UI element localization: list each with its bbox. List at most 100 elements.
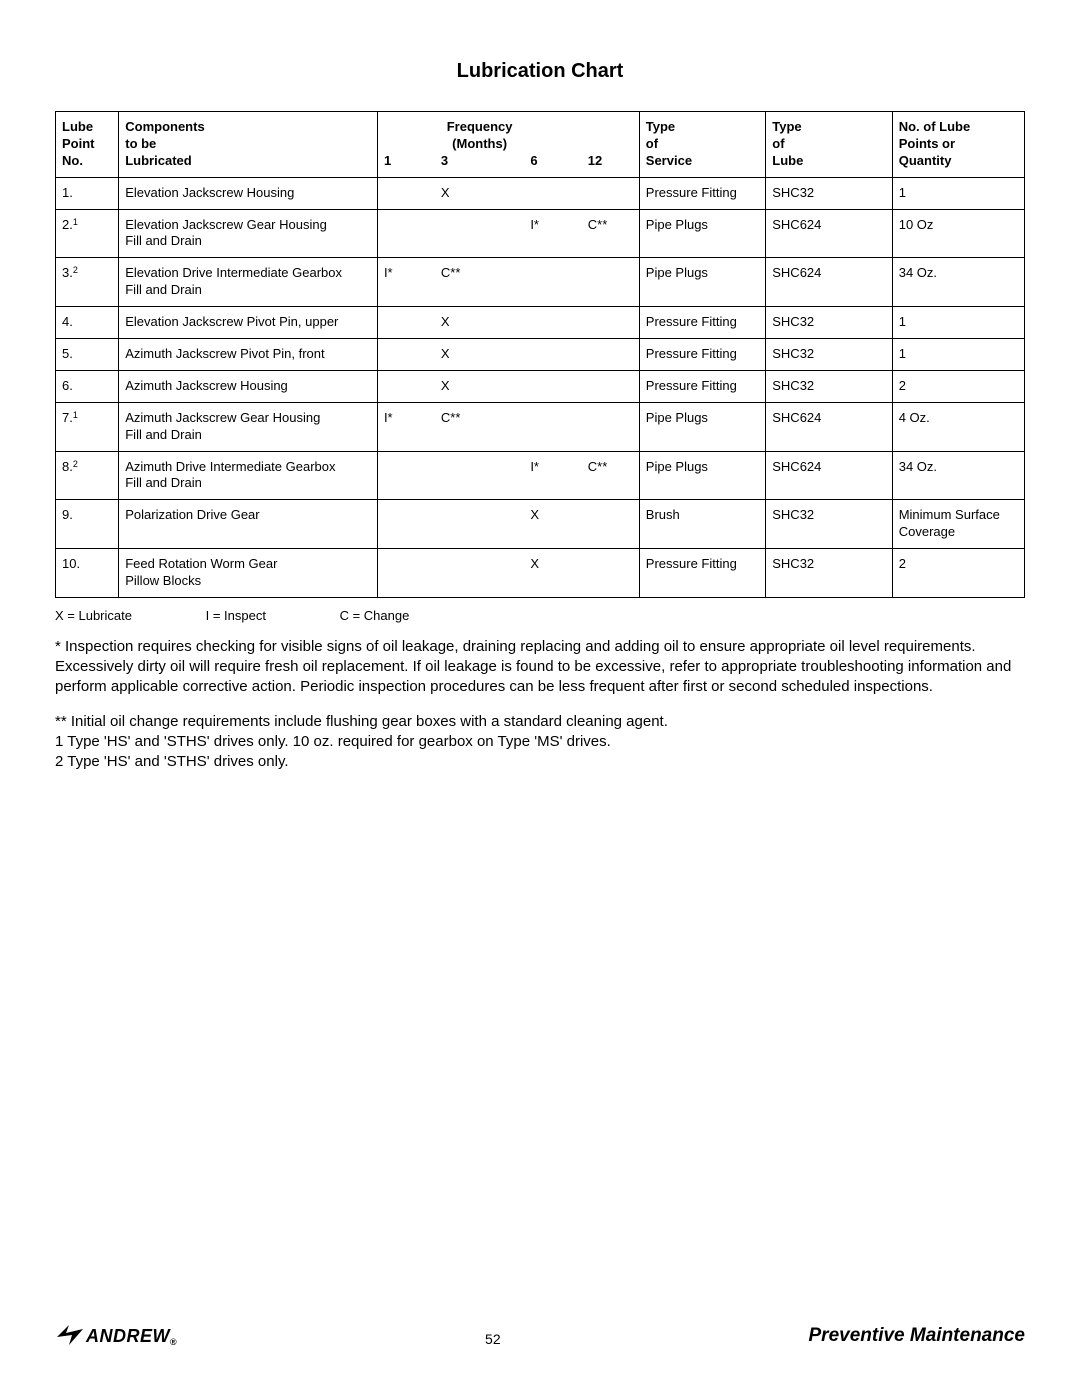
cell-freq-f3: C**: [435, 402, 524, 451]
cell-freq-f6: X: [524, 549, 581, 598]
table-row: 7.1Azimuth Jackscrew Gear HousingFill an…: [56, 402, 1025, 451]
table-row: 2.1Elevation Jackscrew Gear HousingFill …: [56, 209, 1025, 258]
cell-freq-f1: [377, 307, 434, 339]
cell-lube: SHC32: [766, 339, 892, 371]
cell-svc: Pipe Plugs: [639, 451, 765, 500]
cell-freq-f3: [435, 209, 524, 258]
cell-component: Elevation Jackscrew Pivot Pin, upper: [119, 307, 378, 339]
cell-freq-f12: C**: [582, 209, 639, 258]
cell-svc: Pressure Fitting: [639, 549, 765, 598]
cell-no: 2.1: [56, 209, 119, 258]
note-2: 2 Type 'HS' and 'STHS' drives only.: [55, 752, 1025, 772]
table-row: 6.Azimuth Jackscrew HousingXPressure Fit…: [56, 370, 1025, 402]
cell-qty: 1: [892, 339, 1024, 371]
cell-freq-f6: [524, 307, 581, 339]
cell-freq-f12: [582, 258, 639, 307]
table-row: 9.Polarization Drive GearXBrushSHC32Mini…: [56, 500, 1025, 549]
header-freq-1: 1: [377, 112, 434, 178]
cell-freq-f12: [582, 549, 639, 598]
cell-freq-f3: X: [435, 307, 524, 339]
cell-freq-f6: I*: [524, 209, 581, 258]
table-row: 8.2Azimuth Drive Intermediate GearboxFil…: [56, 451, 1025, 500]
section-title: Preventive Maintenance: [809, 1325, 1025, 1347]
cell-freq-f1: [377, 177, 434, 209]
cell-freq-f1: [377, 370, 434, 402]
cell-freq-f6: [524, 339, 581, 371]
cell-freq-f1: [377, 451, 434, 500]
cell-no: 8.2: [56, 451, 119, 500]
cell-no: 9.: [56, 500, 119, 549]
page-number: 52: [485, 1331, 501, 1347]
cell-no: 5.: [56, 339, 119, 371]
cell-no: 3.2: [56, 258, 119, 307]
cell-qty: 1: [892, 177, 1024, 209]
cell-qty: 34 Oz.: [892, 451, 1024, 500]
cell-freq-f6: [524, 370, 581, 402]
cell-freq-f1: I*: [377, 258, 434, 307]
cell-freq-f3: [435, 500, 524, 549]
cell-freq-f6: X: [524, 500, 581, 549]
cell-lube: SHC624: [766, 258, 892, 307]
table-row: 3.2Elevation Drive Intermediate GearboxF…: [56, 258, 1025, 307]
header-type-service: Type of Service: [639, 112, 765, 178]
table-row: 1.Elevation Jackscrew Housing X Pressure F…: [56, 177, 1025, 209]
header-quantity: No. of Lube Points or Quantity: [892, 112, 1024, 178]
cell-lube: SHC624: [766, 451, 892, 500]
cell-component: Elevation Jackscrew Housing: [119, 177, 378, 209]
cell-svc: Pipe Plugs: [639, 402, 765, 451]
cell-freq-f3: [435, 549, 524, 598]
header-lube-point-no: Lube Point No.: [56, 112, 119, 178]
cell-no: 1.: [56, 177, 119, 209]
cell-qty: Minimum Surface Coverage: [892, 500, 1024, 549]
legend-i: I = Inspect: [206, 608, 266, 623]
page-title: Lubrication Chart: [55, 60, 1025, 83]
cell-qty: 2: [892, 549, 1024, 598]
cell-lube: SHC32: [766, 370, 892, 402]
cell-qty: 34 Oz.: [892, 258, 1024, 307]
cell-freq-f12: [582, 500, 639, 549]
page-footer: ANDREW® 52 Preventive Maintenance: [55, 1323, 1025, 1347]
note-double-star: ** Initial oil change requirements inclu…: [55, 712, 1025, 732]
cell-component: Azimuth Jackscrew Pivot Pin, front: [119, 339, 378, 371]
cell-no: 6.: [56, 370, 119, 402]
cell-svc: Pipe Plugs: [639, 209, 765, 258]
cell-no: 7.1: [56, 402, 119, 451]
cell-svc: Pressure Fitting: [639, 307, 765, 339]
header-freq-6: 6: [524, 112, 581, 178]
cell-svc: Pipe Plugs: [639, 258, 765, 307]
cell-no: 4.: [56, 307, 119, 339]
cell-component: Azimuth Jackscrew Gear HousingFill and D…: [119, 402, 378, 451]
cell-component: Elevation Drive Intermediate GearboxFill…: [119, 258, 378, 307]
cell-qty: 10 Oz: [892, 209, 1024, 258]
note-star: * Inspection requires checking for visib…: [55, 637, 1025, 698]
cell-freq-f12: [582, 307, 639, 339]
cell-freq-f12: [582, 402, 639, 451]
cell-component: Elevation Jackscrew Gear HousingFill and…: [119, 209, 378, 258]
cell-lube: SHC32: [766, 177, 892, 209]
cell-freq-f12: [582, 370, 639, 402]
note-1: 1 Type 'HS' and 'STHS' drives only. 10 o…: [55, 732, 1025, 752]
cell-qty: 4 Oz.: [892, 402, 1024, 451]
cell-svc: Pressure Fitting: [639, 177, 765, 209]
cell-freq-f3: X: [435, 177, 524, 209]
cell-freq-f1: [377, 500, 434, 549]
table-row: 4.Elevation Jackscrew Pivot Pin, upper X P…: [56, 307, 1025, 339]
notes: * Inspection requires checking for visib…: [55, 637, 1025, 773]
brand-text: ANDREW®: [86, 1326, 177, 1347]
cell-component: Polarization Drive Gear: [119, 500, 378, 549]
cell-freq-f6: [524, 258, 581, 307]
cell-freq-f1: [377, 339, 434, 371]
cell-component: Azimuth Drive Intermediate GearboxFill a…: [119, 451, 378, 500]
cell-svc: Pressure Fitting: [639, 370, 765, 402]
cell-qty: 2: [892, 370, 1024, 402]
cell-freq-f12: [582, 177, 639, 209]
cell-lube: SHC624: [766, 402, 892, 451]
brand-logo: ANDREW®: [55, 1323, 177, 1347]
legend-x: X = Lubricate: [55, 608, 132, 623]
cell-freq-f12: [582, 339, 639, 371]
cell-freq-f3: [435, 451, 524, 500]
lightning-icon: [55, 1323, 85, 1347]
cell-freq-f3: C**: [435, 258, 524, 307]
cell-freq-f6: I*: [524, 451, 581, 500]
cell-freq-f3: X: [435, 339, 524, 371]
